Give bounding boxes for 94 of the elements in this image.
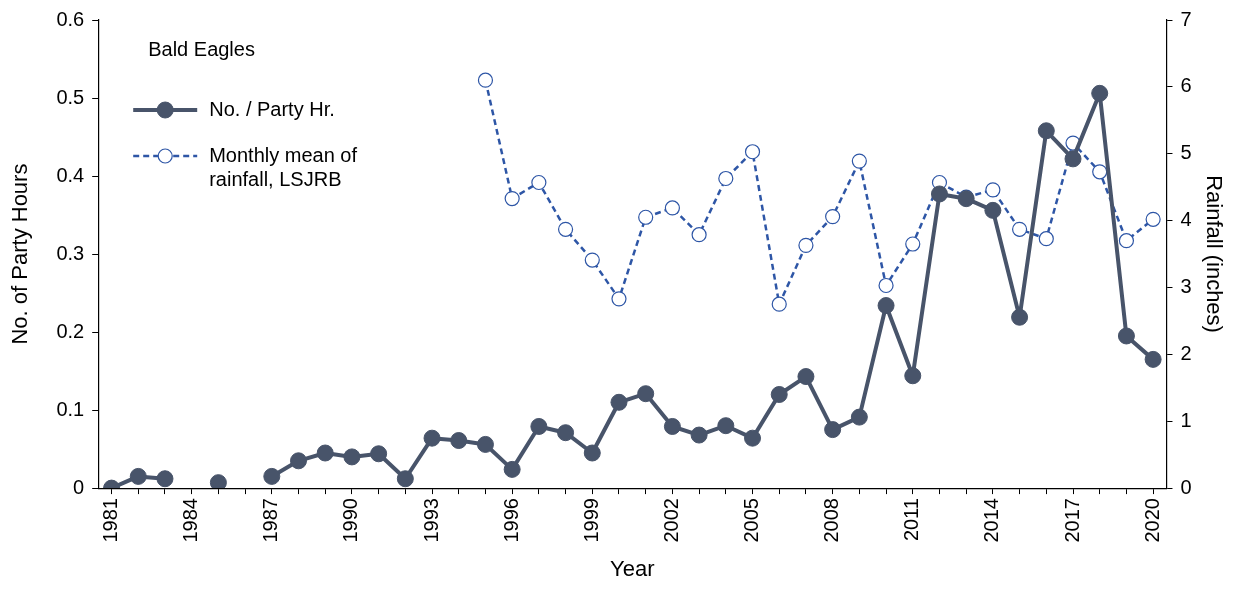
point	[851, 153, 867, 169]
y-tick-label: 0.2	[56, 319, 85, 342]
point	[797, 368, 815, 386]
point	[423, 429, 441, 447]
y2-tick-label: 2	[1180, 341, 1192, 364]
x-tick-label: 1993	[419, 498, 442, 543]
point	[717, 417, 735, 435]
x-tick-label: 1996	[499, 498, 522, 543]
point	[878, 277, 894, 294]
point	[1118, 233, 1135, 249]
point	[343, 448, 361, 466]
x-tick-label: 1999	[579, 498, 602, 543]
y-tick-label: 0.5	[56, 85, 85, 108]
x-tick-label: 2002	[659, 498, 682, 543]
point	[476, 435, 494, 453]
point	[450, 432, 468, 450]
point	[877, 297, 895, 315]
point	[1011, 308, 1029, 326]
point	[503, 460, 521, 478]
y2-tick-label: 4	[1180, 208, 1192, 231]
y-axis-title: No. of Party Hours	[7, 163, 33, 345]
point	[1091, 84, 1109, 102]
x-tick-label: 2011	[900, 498, 923, 542]
point	[611, 291, 627, 307]
point	[610, 393, 628, 411]
x-tick-label: 2017	[1060, 498, 1083, 543]
point	[1011, 221, 1028, 237]
x-tick-label: 2005	[740, 498, 763, 543]
point	[316, 444, 334, 462]
point	[690, 426, 708, 444]
point	[504, 190, 520, 207]
point	[825, 209, 841, 225]
point	[557, 221, 574, 237]
y-tick-label: 0.3	[56, 241, 85, 264]
point	[638, 209, 654, 225]
y2-axis-title: Rainfall (inches)	[1201, 175, 1227, 333]
y-tick-label: 0.6	[56, 7, 85, 30]
x-tick-label: 2014	[980, 498, 1003, 543]
point	[209, 474, 227, 489]
point	[557, 424, 575, 442]
point	[663, 417, 681, 435]
legend-label: Monthly mean of rainfall, LSJRB	[209, 143, 358, 190]
x-tick-label: 1990	[339, 498, 362, 543]
point	[1037, 122, 1055, 140]
point	[850, 408, 868, 426]
point	[263, 467, 281, 485]
point	[1064, 150, 1082, 168]
y-tick-label: 0	[73, 475, 85, 498]
legend-label: No. / Party Hr.	[209, 97, 335, 120]
point	[290, 452, 307, 470]
y2-tick-label: 3	[1180, 275, 1192, 298]
point	[129, 467, 147, 485]
point	[637, 385, 655, 403]
x-tick-label: 1987	[259, 498, 282, 543]
x-tick-label: 2008	[820, 498, 843, 543]
point	[583, 444, 601, 462]
point	[930, 185, 948, 203]
x-axis-title: Year	[610, 555, 655, 581]
point	[156, 470, 174, 488]
y-tick-label: 0.4	[56, 163, 85, 186]
point	[1092, 164, 1108, 180]
point	[396, 470, 414, 488]
point	[530, 417, 548, 435]
y-tick-label: 0.1	[56, 397, 85, 420]
point	[691, 227, 707, 243]
x-tick-label: 1981	[99, 498, 122, 543]
point	[1038, 231, 1054, 247]
y2-tick-label: 0	[1180, 475, 1192, 498]
point	[798, 237, 814, 253]
point	[1145, 211, 1161, 227]
point	[905, 236, 921, 252]
point	[771, 296, 787, 312]
point	[770, 385, 788, 403]
point	[904, 367, 922, 385]
y2-tick-label: 7	[1180, 7, 1192, 30]
point	[584, 252, 600, 268]
point	[664, 200, 680, 216]
y2-tick-label: 5	[1180, 141, 1192, 164]
x-tick-label: 2020	[1140, 498, 1163, 543]
x-tick-label: 1984	[179, 498, 202, 543]
point	[744, 144, 761, 160]
y2-tick-label: 1	[1180, 408, 1192, 431]
point	[1144, 350, 1162, 368]
point	[531, 174, 547, 191]
point	[984, 201, 1002, 219]
point	[1117, 327, 1135, 345]
legend-title: Bald Eagles	[148, 37, 255, 60]
y2-tick-label: 6	[1180, 74, 1192, 97]
point	[718, 170, 734, 187]
point	[370, 445, 388, 463]
point	[824, 421, 842, 439]
point	[985, 182, 1001, 198]
point	[477, 72, 494, 88]
point	[744, 429, 762, 447]
